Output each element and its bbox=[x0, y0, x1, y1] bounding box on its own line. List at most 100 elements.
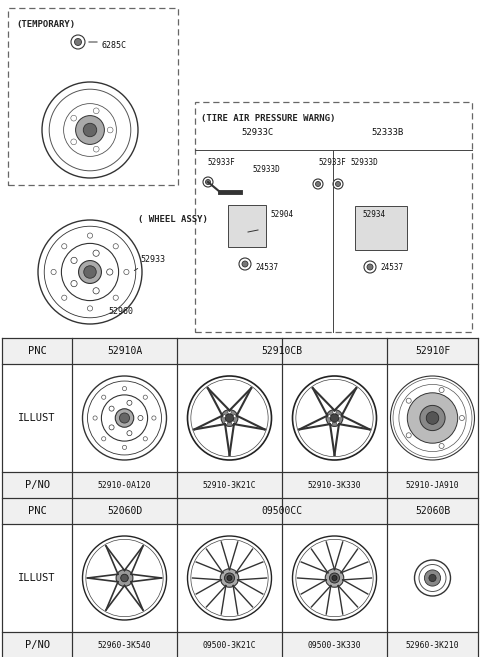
Circle shape bbox=[122, 445, 127, 449]
Text: PNC: PNC bbox=[28, 346, 47, 356]
Circle shape bbox=[113, 244, 119, 249]
Text: 24537: 24537 bbox=[380, 263, 403, 272]
Text: 52933D: 52933D bbox=[350, 158, 378, 167]
Circle shape bbox=[231, 421, 235, 424]
Text: ( WHEEL ASSY): ( WHEEL ASSY) bbox=[138, 215, 208, 224]
Circle shape bbox=[325, 569, 344, 587]
Circle shape bbox=[87, 233, 93, 238]
Text: (TEMPORARY): (TEMPORARY) bbox=[16, 20, 75, 29]
Circle shape bbox=[124, 269, 129, 275]
Bar bbox=[195, 102, 472, 332]
Circle shape bbox=[71, 139, 77, 145]
Text: 24537: 24537 bbox=[255, 263, 278, 272]
Text: 6285C: 6285C bbox=[102, 41, 127, 49]
Text: 52933: 52933 bbox=[140, 255, 165, 264]
Circle shape bbox=[74, 39, 82, 45]
Circle shape bbox=[115, 409, 134, 427]
Circle shape bbox=[127, 430, 132, 436]
Circle shape bbox=[102, 437, 106, 441]
Text: 52910F: 52910F bbox=[415, 346, 450, 356]
Text: P/NO: P/NO bbox=[24, 640, 49, 650]
Circle shape bbox=[224, 421, 228, 424]
Text: 52933F: 52933F bbox=[207, 158, 235, 167]
Circle shape bbox=[71, 258, 77, 263]
Text: 52060B: 52060B bbox=[415, 506, 450, 516]
Text: PNC: PNC bbox=[28, 506, 47, 516]
Bar bbox=[2, 632, 478, 657]
Text: ILLUST: ILLUST bbox=[18, 413, 56, 423]
Circle shape bbox=[84, 266, 96, 279]
Text: 09500CC: 09500CC bbox=[262, 506, 302, 516]
Text: 52934: 52934 bbox=[362, 210, 385, 219]
Circle shape bbox=[102, 395, 106, 399]
Circle shape bbox=[420, 405, 445, 430]
Circle shape bbox=[71, 281, 77, 286]
Circle shape bbox=[459, 415, 465, 420]
Circle shape bbox=[127, 400, 132, 405]
Circle shape bbox=[113, 295, 119, 300]
Circle shape bbox=[84, 124, 97, 137]
Circle shape bbox=[225, 414, 234, 422]
Circle shape bbox=[426, 412, 439, 424]
Circle shape bbox=[75, 116, 105, 145]
Text: 09500-3K330: 09500-3K330 bbox=[308, 641, 361, 650]
Text: P/NO: P/NO bbox=[24, 480, 49, 490]
Bar bbox=[228, 205, 266, 247]
Circle shape bbox=[71, 115, 77, 121]
Text: 52933F: 52933F bbox=[318, 158, 346, 167]
Text: 52960-3K210: 52960-3K210 bbox=[406, 641, 459, 650]
Text: 52910-3K330: 52910-3K330 bbox=[308, 480, 361, 489]
Text: 52960: 52960 bbox=[108, 307, 133, 316]
Bar bbox=[355, 206, 407, 250]
Bar bbox=[178, 499, 386, 523]
Circle shape bbox=[93, 288, 99, 294]
Circle shape bbox=[327, 415, 331, 418]
Circle shape bbox=[152, 416, 156, 420]
Circle shape bbox=[326, 409, 343, 426]
Circle shape bbox=[338, 415, 342, 418]
Bar bbox=[8, 8, 178, 185]
Circle shape bbox=[336, 181, 340, 187]
Text: 52910-0A120: 52910-0A120 bbox=[98, 480, 151, 489]
Circle shape bbox=[329, 421, 333, 424]
Text: 09500-3K21C: 09500-3K21C bbox=[203, 641, 256, 650]
Text: 52060D: 52060D bbox=[107, 506, 142, 516]
Text: 52910-JA910: 52910-JA910 bbox=[406, 480, 459, 489]
Circle shape bbox=[93, 416, 97, 420]
Circle shape bbox=[406, 398, 411, 403]
Circle shape bbox=[122, 386, 127, 391]
Circle shape bbox=[315, 181, 321, 187]
Circle shape bbox=[439, 443, 444, 449]
Circle shape bbox=[121, 574, 128, 582]
Circle shape bbox=[143, 395, 147, 399]
Circle shape bbox=[227, 576, 232, 581]
Text: 52910-3K21C: 52910-3K21C bbox=[203, 480, 256, 489]
Circle shape bbox=[93, 108, 99, 114]
Circle shape bbox=[228, 411, 231, 414]
Text: 52333B: 52333B bbox=[372, 128, 404, 137]
Circle shape bbox=[221, 409, 238, 426]
Circle shape bbox=[330, 414, 339, 422]
Circle shape bbox=[333, 411, 336, 414]
Circle shape bbox=[439, 388, 444, 393]
Bar bbox=[2, 338, 478, 364]
Circle shape bbox=[51, 269, 56, 275]
Circle shape bbox=[233, 415, 237, 418]
Circle shape bbox=[120, 413, 130, 423]
Text: ILLUST: ILLUST bbox=[18, 573, 56, 583]
Circle shape bbox=[429, 574, 436, 581]
Circle shape bbox=[367, 264, 373, 270]
Circle shape bbox=[109, 406, 114, 411]
Circle shape bbox=[220, 569, 239, 587]
Text: (TIRE AIR PRESSURE WARNG): (TIRE AIR PRESSURE WARNG) bbox=[201, 114, 336, 123]
Circle shape bbox=[332, 576, 337, 581]
Circle shape bbox=[222, 415, 226, 418]
Bar bbox=[2, 472, 478, 498]
Circle shape bbox=[143, 437, 147, 441]
Circle shape bbox=[107, 269, 113, 275]
Circle shape bbox=[93, 147, 99, 152]
Circle shape bbox=[79, 261, 101, 283]
Bar bbox=[2, 498, 478, 524]
Circle shape bbox=[116, 570, 133, 587]
Bar bbox=[178, 339, 386, 363]
